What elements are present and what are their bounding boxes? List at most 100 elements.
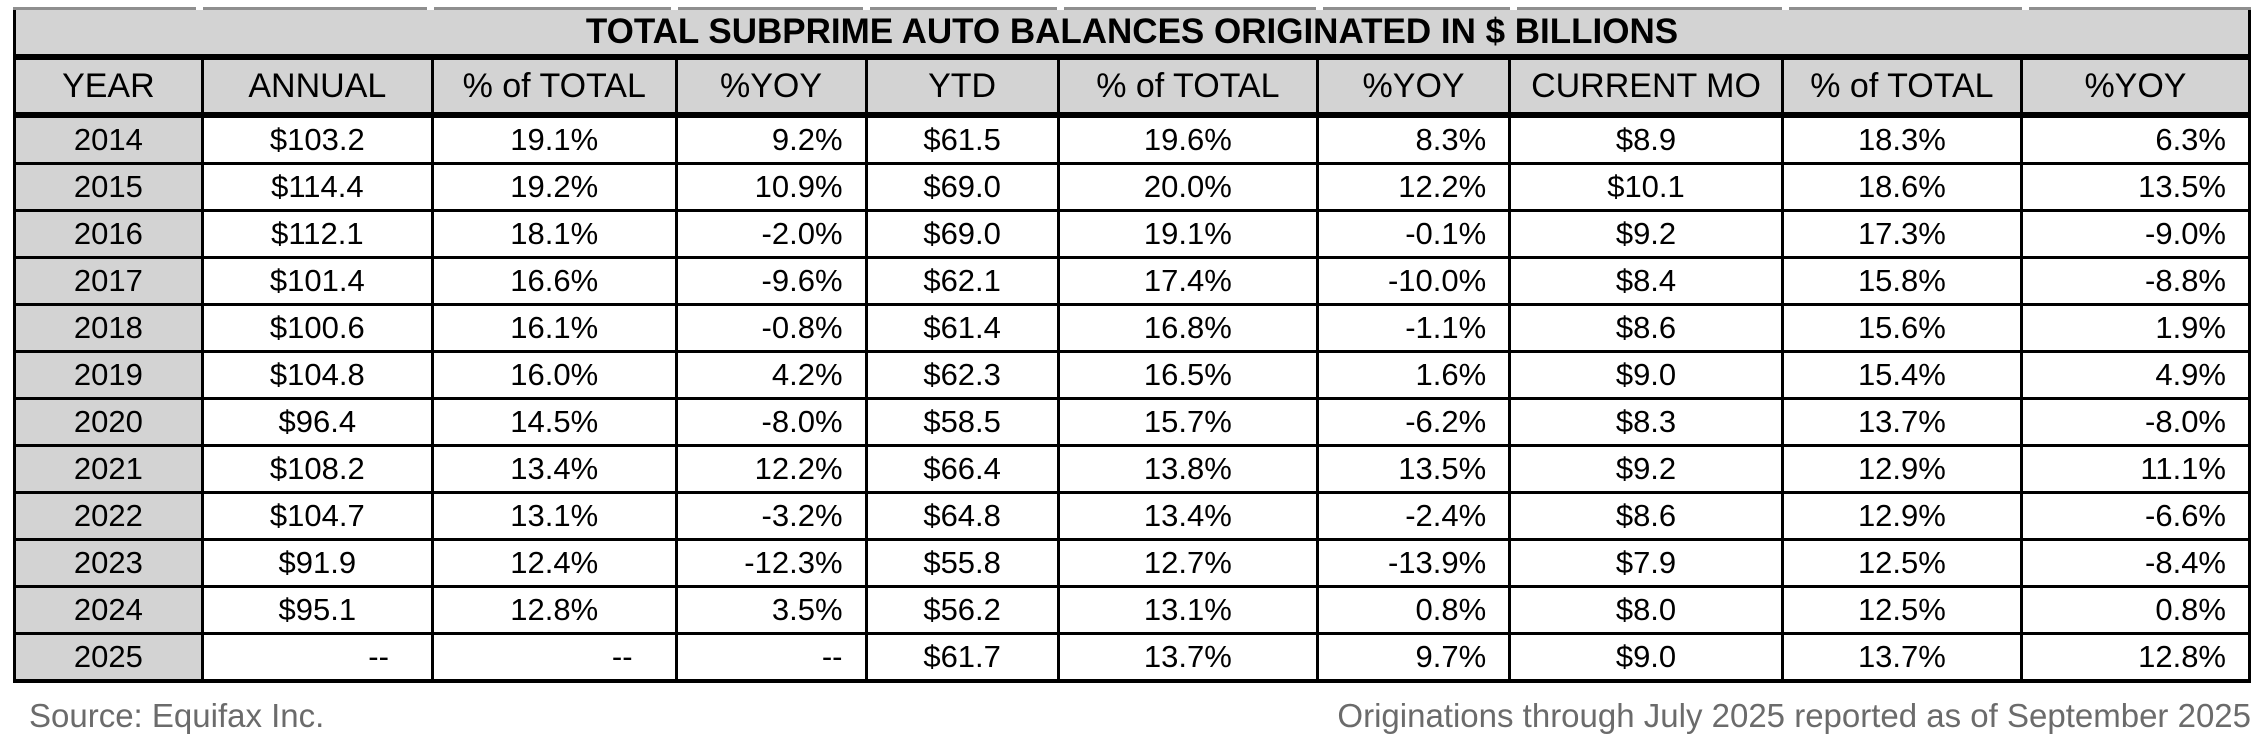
column-header-year: YEAR xyxy=(13,55,204,118)
table-cell: 14.5% xyxy=(430,397,678,447)
table-row-2018: 2018 $100.6 16.1% -0.8% $61.4 16.8% -1.1% $8.6 1… xyxy=(13,303,2252,353)
table-cell: 8.3% xyxy=(1315,113,1512,165)
table-cell: $64.8 xyxy=(864,491,1060,541)
table-cell: 2021 xyxy=(13,444,204,494)
table-cell: 19.6% xyxy=(1056,113,1319,165)
table-cell: 12.2% xyxy=(674,444,868,494)
table-cell: 18.6% xyxy=(1780,162,2023,212)
table-cell: -2.0% xyxy=(674,209,868,259)
table-cell: 13.4% xyxy=(430,444,678,494)
table-cell: 15.4% xyxy=(1780,350,2023,400)
table-cell: $95.1 xyxy=(200,585,434,635)
table-cell: $8.9 xyxy=(1508,113,1784,165)
table-cell: $8.4 xyxy=(1508,256,1784,306)
table-row-2020: 2020 $96.4 14.5% -8.0% $58.5 15.7% -6.2% $8.3 13… xyxy=(13,397,2252,447)
table-cell: -- xyxy=(430,632,678,683)
table-row-2014: 2014 $103.2 19.1% 9.2% $61.5 19.6% 8.3% $8.9 18.… xyxy=(13,113,2252,165)
table-top-edge-segment xyxy=(869,7,1057,10)
column-header--of-total: % of TOTAL xyxy=(1780,55,2023,118)
table-cell: $55.8 xyxy=(864,538,1060,588)
table-cell: -9.0% xyxy=(2019,209,2252,259)
table-title: TOTAL SUBPRIME AUTO BALANCES ORIGINATED … xyxy=(13,10,2251,60)
table-cell: -8.8% xyxy=(2019,256,2252,306)
table-cell: $112.1 xyxy=(200,209,434,259)
table-cell: -9.6% xyxy=(674,256,868,306)
table-cell: $103.2 xyxy=(200,113,434,165)
source-note: Source: Equifax Inc. xyxy=(29,697,325,734)
table-row-2024: 2024 $95.1 12.8% 3.5% $56.2 13.1% 0.8% $8.0 12.5… xyxy=(13,585,2252,635)
table-cell: $10.1 xyxy=(1508,162,1784,212)
table-cell: 12.9% xyxy=(1780,444,2023,494)
table-cell: -1.1% xyxy=(1315,303,1512,353)
table-cell: 0.8% xyxy=(2019,585,2252,635)
table-cell: 9.7% xyxy=(1315,632,1512,683)
table-cell: -6.2% xyxy=(1315,397,1512,447)
table-cell: $8.6 xyxy=(1508,303,1784,353)
table-row-2017: 2017 $101.4 16.6% -9.6% $62.1 17.4% -10.0% $8.4… xyxy=(13,256,2252,306)
table-cell: 0.8% xyxy=(1315,585,1512,635)
table-cell: 2024 xyxy=(13,585,204,635)
table-cell: 13.5% xyxy=(2019,162,2252,212)
table-cell: 2015 xyxy=(13,162,204,212)
table-cell: 17.3% xyxy=(1780,209,2023,259)
table-cell: 15.7% xyxy=(1056,397,1319,447)
table-cell: 17.4% xyxy=(1056,256,1319,306)
table-cell: 19.1% xyxy=(430,113,678,165)
table-cell: 12.2% xyxy=(1315,162,1512,212)
table-cell: $61.4 xyxy=(864,303,1060,353)
table-top-edge-segment xyxy=(433,7,671,10)
table-cell: 3.5% xyxy=(674,585,868,635)
column-header-row: YEAR ANNUAL% of TOTAL %YOY YTD% of TOTAL %YO… xyxy=(13,55,2252,118)
column-header--of-total: % of TOTAL xyxy=(430,55,678,118)
table-cell: -0.8% xyxy=(674,303,868,353)
table-cell: 2017 xyxy=(13,256,204,306)
table-cell: 16.1% xyxy=(430,303,678,353)
table-cell: 12.9% xyxy=(1780,491,2023,541)
table-cell: 16.0% xyxy=(430,350,678,400)
table-cell: 2018 xyxy=(13,303,204,353)
table-cell: $114.4 xyxy=(200,162,434,212)
table-cell: 10.9% xyxy=(674,162,868,212)
table-cell: $101.4 xyxy=(200,256,434,306)
table-cell: 13.1% xyxy=(1056,585,1319,635)
table-top-edge-segment xyxy=(2029,7,2251,10)
table-cell: $9.2 xyxy=(1508,209,1784,259)
table-cell: 15.6% xyxy=(1780,303,2023,353)
table-cell: -0.1% xyxy=(1315,209,1512,259)
table-cell: -12.3% xyxy=(674,538,868,588)
table-top-edge-segment xyxy=(1063,7,1317,10)
column-header--yoy: %YOY xyxy=(2019,55,2252,118)
table-cell: 13.1% xyxy=(430,491,678,541)
table-cell: 12.5% xyxy=(1780,585,2023,635)
column-header-current-mo: CURRENT MO xyxy=(1508,55,1784,118)
table-title-row: TOTAL SUBPRIME AUTO BALANCES ORIGINATED … xyxy=(13,10,2251,60)
table-cell: $69.0 xyxy=(864,162,1060,212)
table-cell: $61.7 xyxy=(864,632,1060,683)
table-cell: $56.2 xyxy=(864,585,1060,635)
table-cell: $62.3 xyxy=(864,350,1060,400)
table-cell: 19.2% xyxy=(430,162,678,212)
table-cell: 12.5% xyxy=(1780,538,2023,588)
table-top-edge-segment xyxy=(677,7,863,10)
table-cell: 13.8% xyxy=(1056,444,1319,494)
table-cell: $8.3 xyxy=(1508,397,1784,447)
table-cell: $91.9 xyxy=(200,538,434,588)
table-cell: $96.4 xyxy=(200,397,434,447)
table-top-edge-segment xyxy=(1517,7,1783,10)
table-top-edge-segment xyxy=(1323,7,1511,10)
table-row-2019: 2019 $104.8 16.0% 4.2% $62.3 16.5% 1.6% $9.0 15.… xyxy=(13,350,2252,400)
table-cell: 13.4% xyxy=(1056,491,1319,541)
table-row-2022: 2022 $104.7 13.1% -3.2% $64.8 13.4% -2.4% $8.6 1… xyxy=(13,491,2252,541)
table-cell: $8.0 xyxy=(1508,585,1784,635)
subprime-auto-balances-table: TOTAL SUBPRIME AUTO BALANCES ORIGINATED … xyxy=(13,10,2252,683)
table-cell: 6.3% xyxy=(2019,113,2252,165)
table-cell: 12.8% xyxy=(2019,632,2252,683)
table-cell: 16.8% xyxy=(1056,303,1319,353)
table-cell: $66.4 xyxy=(864,444,1060,494)
table-row-2023: 2023 $91.9 12.4% -12.3% $55.8 12.7% -13.9% $7.9… xyxy=(13,538,2252,588)
table-top-edge-segment xyxy=(202,7,427,10)
table-cell: 20.0% xyxy=(1056,162,1319,212)
column-header--yoy: %YOY xyxy=(674,55,868,118)
table-cell: $100.6 xyxy=(200,303,434,353)
table-cell: -13.9% xyxy=(1315,538,1512,588)
